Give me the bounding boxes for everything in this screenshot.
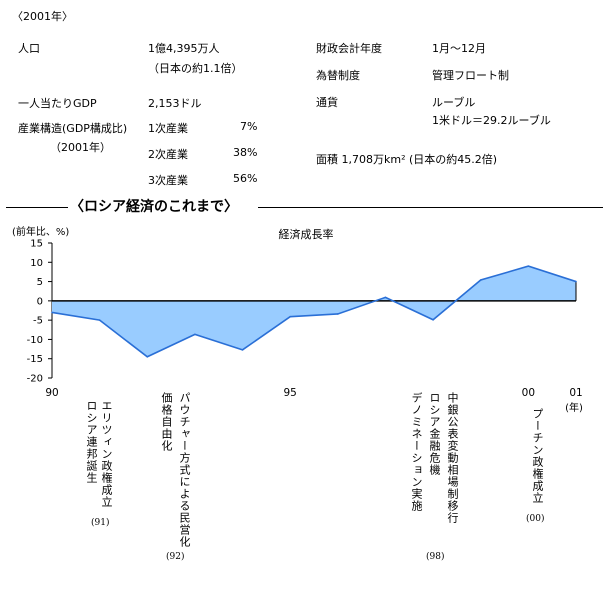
annotation-2000-line-1: プーチン政権成立 [531, 408, 544, 504]
data-point [194, 333, 196, 336]
fiscal-value: 1月～12月 [432, 42, 486, 55]
x-tick-label: 90 [45, 387, 58, 399]
gdp-value: 2,153ドル [148, 97, 202, 110]
population-label: 人口 [18, 42, 40, 55]
data-point [51, 311, 53, 314]
currency-value: ルーブル [432, 96, 476, 109]
data-point [98, 319, 101, 321]
sector-name: 2次産業 [148, 148, 188, 161]
fiscal-label: 財政会計年度 [316, 42, 382, 55]
annotation-1998-line-3: デノミネーション実施 [410, 392, 423, 512]
annotation-1992-line-1: パウチャー方式による民営化 [178, 392, 191, 548]
y-tick-label: 5 [37, 277, 43, 288]
data-point [384, 296, 387, 299]
fx-label: 為替制度 [316, 69, 360, 82]
data-point [289, 315, 291, 318]
y-tick-label: -10 [27, 335, 43, 346]
annotation-1998-year: (98) [426, 552, 445, 562]
y-tick-label: 15 [30, 239, 43, 250]
gdp-label: 一人当たりGDP [18, 97, 97, 110]
annotation-1992-line-2: 価格自由化 [160, 392, 173, 452]
population-value: 1億4,395万人 [148, 42, 220, 55]
annotation-1991-line-2: ロシア連邦誕生 [85, 400, 98, 484]
data-point [146, 355, 149, 358]
section-title: 〈ロシア経済のこれまで〉 [70, 199, 238, 215]
y-tick-label: -5 [33, 316, 43, 327]
structure-label: 産業構造(GDP構成比) [18, 122, 128, 135]
data-point [241, 349, 244, 351]
growth-line [51, 265, 577, 358]
fx-value: 管理フロート制 [432, 69, 509, 82]
y-tick-label: -15 [27, 354, 43, 365]
area-text: 面積 1,708万km² (日本の約45.2倍) [316, 153, 498, 166]
annotation-1991-line-1: エリツィン政権成立 [100, 400, 113, 508]
y-tick-label: 0 [37, 296, 43, 307]
data-point [337, 313, 339, 315]
y-tick-label: -20 [27, 374, 43, 385]
x-tick-label: 95 [283, 387, 296, 399]
x-axis-label: (年) [565, 401, 583, 414]
data-point [479, 279, 482, 281]
annotation-1992-year: (92) [166, 552, 185, 562]
section-rule-right [258, 207, 603, 208]
chart-title: 経済成長率 [279, 227, 334, 241]
sector-share: 56% [233, 172, 258, 185]
data-point [527, 265, 530, 267]
sector-share: 38% [233, 146, 258, 159]
data-point [575, 280, 577, 283]
sector-name: 3次産業 [148, 174, 188, 187]
section-rule-left [6, 207, 68, 208]
y-tick-label: 10 [30, 258, 43, 269]
population-note: （日本の約1.1倍） [148, 62, 243, 75]
data-point [432, 318, 434, 321]
sector-name: 1次産業 [148, 122, 188, 135]
annotation-1991-year: (91) [91, 518, 110, 528]
sector-share: 7% [240, 120, 258, 133]
annotation-1998-line-1: 中銀公表変動相場制移行 [446, 392, 459, 524]
year-heading: 〈2001年〉 [12, 10, 73, 23]
currency-rate: 1米ドル＝29.2ルーブル [432, 114, 551, 127]
x-tick-label: 00 [522, 387, 535, 399]
growth-area [52, 266, 576, 357]
structure-year: （2001年） [50, 141, 111, 154]
y-axis-label: (前年比、%) [12, 225, 69, 238]
currency-label: 通貨 [316, 96, 338, 109]
x-tick-label: 01 [569, 387, 582, 399]
annotation-2000-year: (00) [526, 514, 545, 524]
annotation-1998-line-2: ロシア金融危機 [428, 392, 441, 476]
